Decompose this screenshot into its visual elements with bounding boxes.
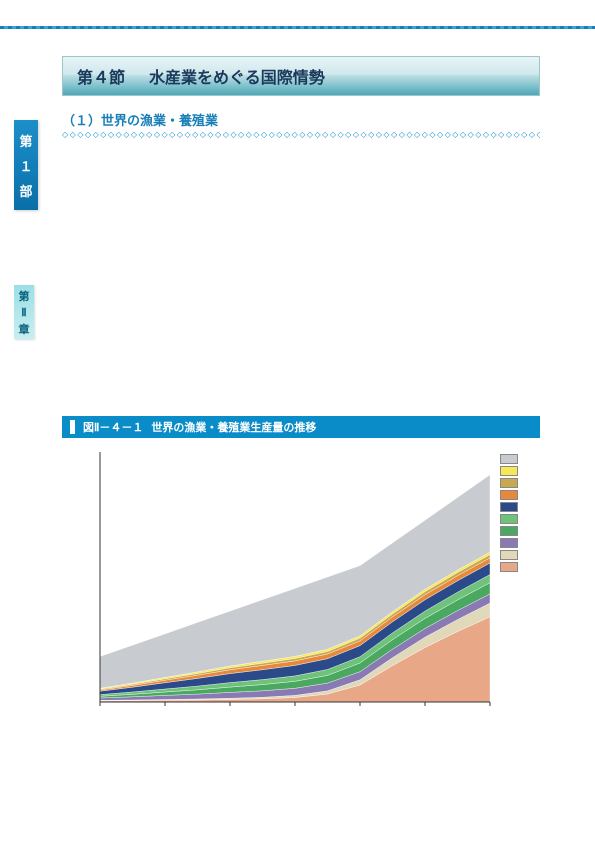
section-number: 第４節 [77,64,125,88]
legend-swatch [500,502,518,512]
legend-swatch [500,454,518,464]
figure-title: 世界の漁業・養殖業生産量の推移 [151,419,316,435]
figure-header: 図Ⅱ－４－１ 世界の漁業・養殖業生産量の推移 [62,416,540,438]
legend-swatch [500,466,518,476]
section-title: 水産業をめぐる国際情勢 [149,64,325,88]
legend-swatch [500,562,518,572]
side-tab-char: 第 [19,131,32,150]
legend-swatch [500,478,518,488]
side-tab-part: 第 １ 部 [14,120,38,210]
legend-swatch [500,550,518,560]
chart-legend [500,454,518,572]
legend-swatch [500,538,518,548]
chart-svg [62,446,540,726]
subsection-heading: （１）世界の漁業・養殖業 [62,110,218,129]
side-tab-char: １ [19,156,32,175]
section-header: 第４節 水産業をめぐる国際情勢 [62,56,540,96]
legend-swatch [500,514,518,524]
page-top-border [0,26,595,29]
subsection-divider: ◇◇◇◇◇◇◇◇◇◇◇◇◇◇◇◇◇◇◇◇◇◇◇◇◇◇◇◇◇◇◇◇◇◇◇◇◇◇◇◇… [62,130,540,138]
side-tab-char: 部 [19,181,32,200]
side-tab-chapter: 第 Ⅱ 章 [14,285,34,339]
legend-swatch [500,490,518,500]
side-tab-char: 第 [19,288,30,304]
figure-header-accent [70,420,75,434]
side-tab-char: 章 [19,321,30,337]
side-tab-char: Ⅱ [21,306,26,319]
legend-swatch [500,526,518,536]
figure-number: 図Ⅱ－４－１ [83,419,143,435]
stacked-area-chart [62,446,540,726]
